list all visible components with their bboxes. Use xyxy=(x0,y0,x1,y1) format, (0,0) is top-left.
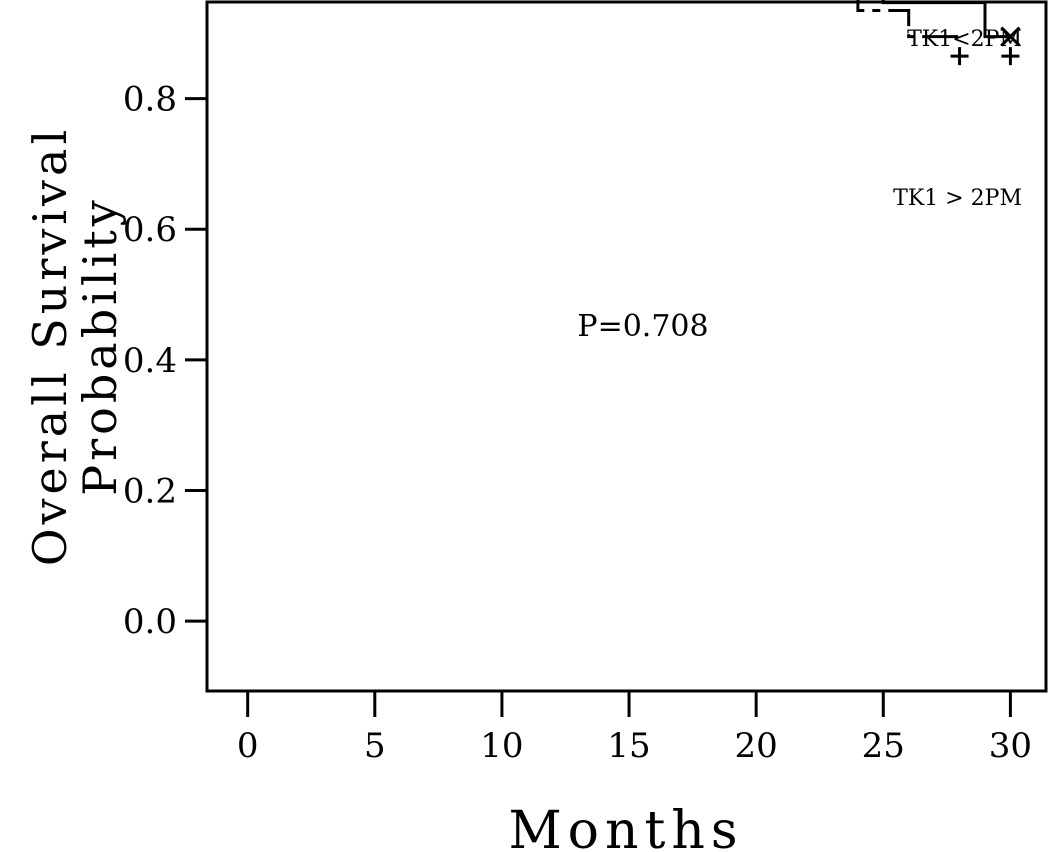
censor-mark-plus xyxy=(950,47,969,66)
x-tick-label: 5 xyxy=(364,726,386,766)
plot-frame xyxy=(205,0,1048,693)
x-tick-label: 25 xyxy=(862,726,905,766)
x-tick-label: 10 xyxy=(480,726,523,766)
series-label-tk1-high: TK1 > 2PM xyxy=(893,186,1022,211)
y-tick-label: 0.6 xyxy=(123,210,177,250)
x-axis: 0 5 10 15 20 25 30 xyxy=(237,691,1032,766)
x-tick-label: 30 xyxy=(989,726,1032,766)
y-tick-label: 0.2 xyxy=(123,471,177,511)
censor-mark-plus xyxy=(1001,47,1020,66)
x-axis-title: Months xyxy=(508,801,743,852)
y-axis: 0.00.20.40.60.81.0 xyxy=(123,80,207,642)
x-tick-label: 15 xyxy=(607,726,650,766)
series-line-tk1-low xyxy=(881,0,1011,39)
x-tick-label: 0 xyxy=(237,726,259,766)
y-tick-label: 0.4 xyxy=(123,341,177,381)
censor-mark-x xyxy=(1000,26,1021,47)
y-axis-title-line1: Overall Survival xyxy=(23,126,77,566)
y-axis-title-line2: Probability xyxy=(73,196,127,496)
x-tick-label: 20 xyxy=(735,726,778,766)
p-value-label: P=0.708 xyxy=(577,309,708,344)
series-label-tk1-low: TK1<2PM xyxy=(907,27,1022,52)
y-tick-label: 0.8 xyxy=(123,80,177,120)
y-tick-label: 0.0 xyxy=(123,602,177,642)
censor-marks xyxy=(950,26,1021,66)
series-layer xyxy=(856,0,1011,39)
